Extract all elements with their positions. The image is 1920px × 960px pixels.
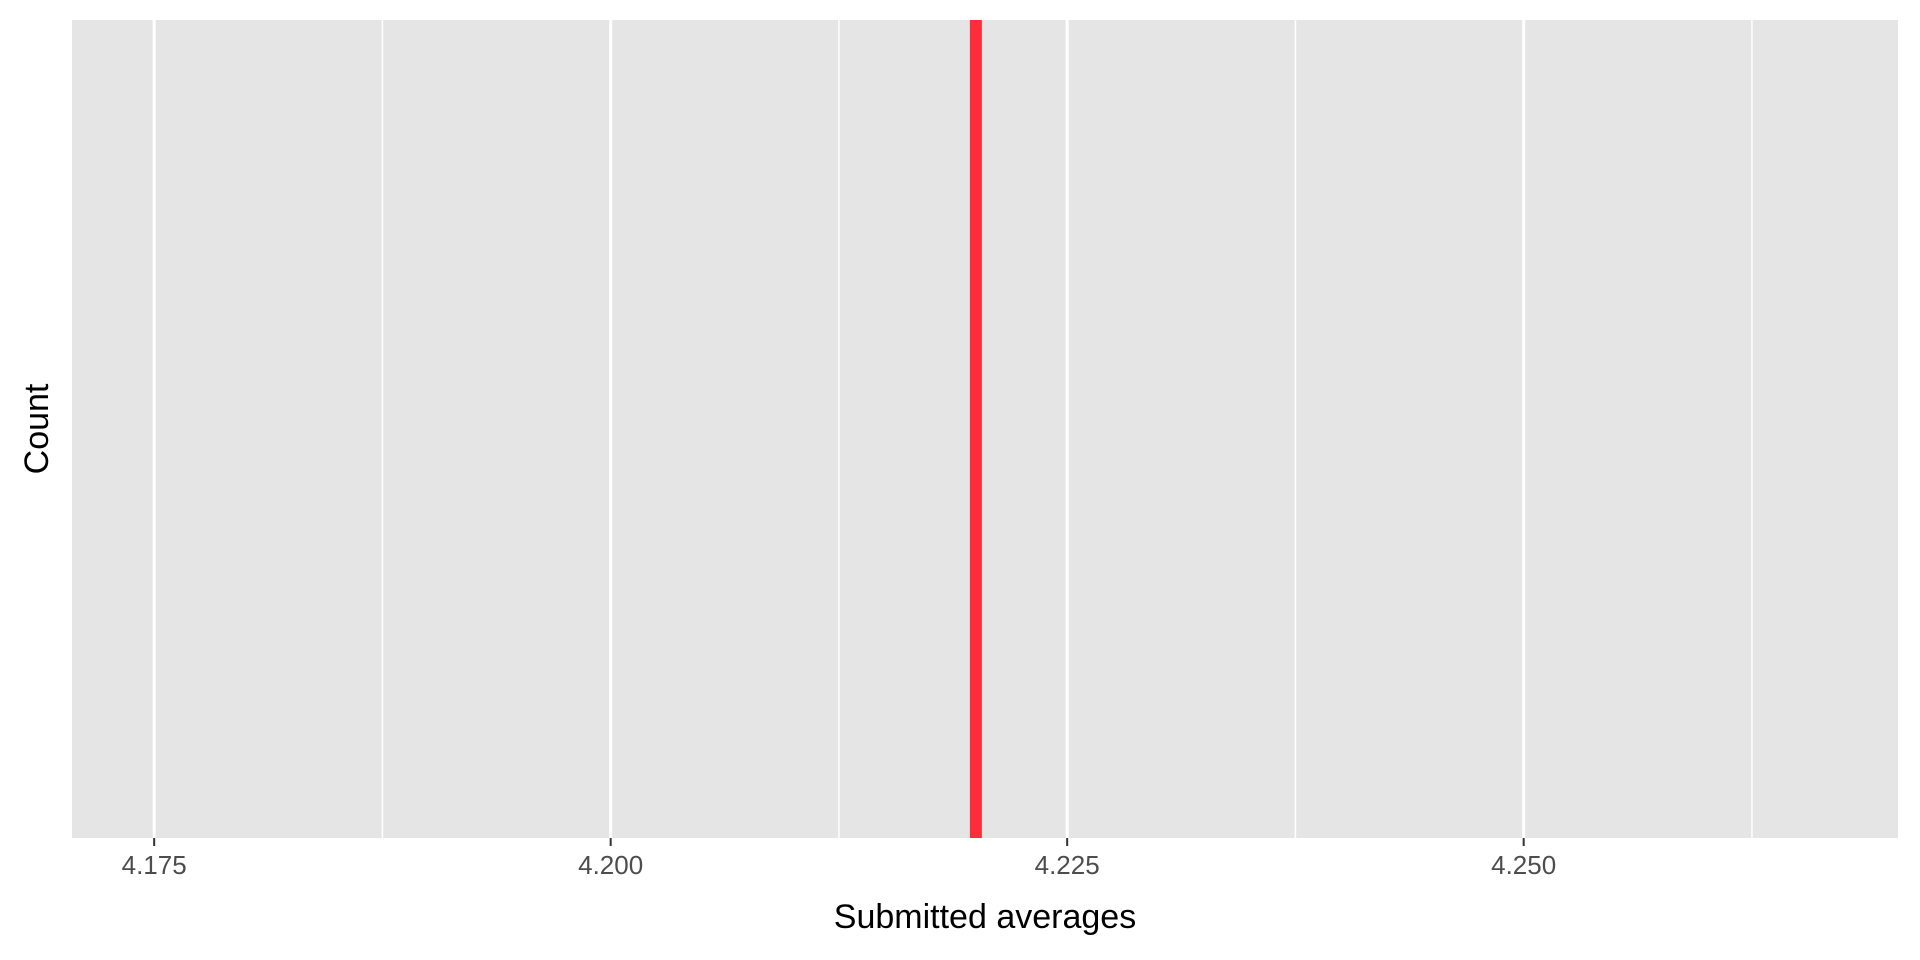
x-axis-ticks — [153, 838, 1525, 846]
minor-gridlines — [381, 20, 1753, 838]
x-axis-tick-labels: 4.175 4.200 4.225 4.250 — [122, 850, 1557, 880]
plot-panel — [72, 20, 1898, 838]
x-tick-label: 4.200 — [578, 850, 643, 880]
x-tick-label: 4.225 — [1035, 850, 1100, 880]
major-gridlines — [152, 20, 1526, 838]
y-axis-title: Count — [18, 383, 56, 474]
x-axis-title: Submitted averages — [834, 898, 1136, 936]
x-tick-label: 4.250 — [1491, 850, 1556, 880]
x-tick-label: 4.175 — [122, 850, 187, 880]
